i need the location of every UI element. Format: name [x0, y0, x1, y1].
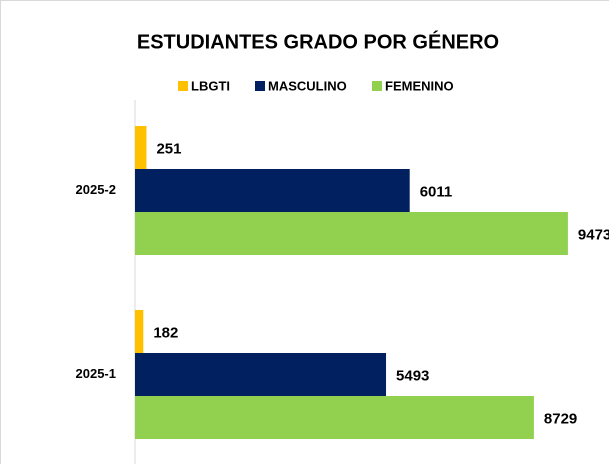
data-label: 182 — [153, 324, 178, 341]
data-label: 8729 — [544, 410, 577, 427]
legend-label: FEMENINO — [385, 78, 454, 93]
data-label: 251 — [156, 140, 181, 157]
bar — [135, 126, 147, 169]
legend-label: MASCULINO — [268, 78, 347, 93]
legend-swatch — [178, 81, 188, 91]
y-tick-label: 2025-1 — [76, 366, 116, 381]
bar — [135, 310, 144, 353]
chart-title: ESTUDIANTES GRADO POR GÉNERO — [137, 30, 499, 53]
data-label: 5493 — [396, 367, 429, 384]
bar — [135, 353, 387, 396]
legend-label: LBGTI — [191, 78, 230, 93]
bar — [135, 396, 534, 439]
data-label: 9473 — [578, 226, 609, 243]
legend-swatch — [255, 81, 265, 91]
bar — [135, 169, 410, 212]
bar — [135, 212, 568, 255]
legend-swatch — [372, 81, 382, 91]
y-tick-label: 2025-2 — [76, 182, 116, 197]
data-label: 6011 — [420, 183, 453, 200]
